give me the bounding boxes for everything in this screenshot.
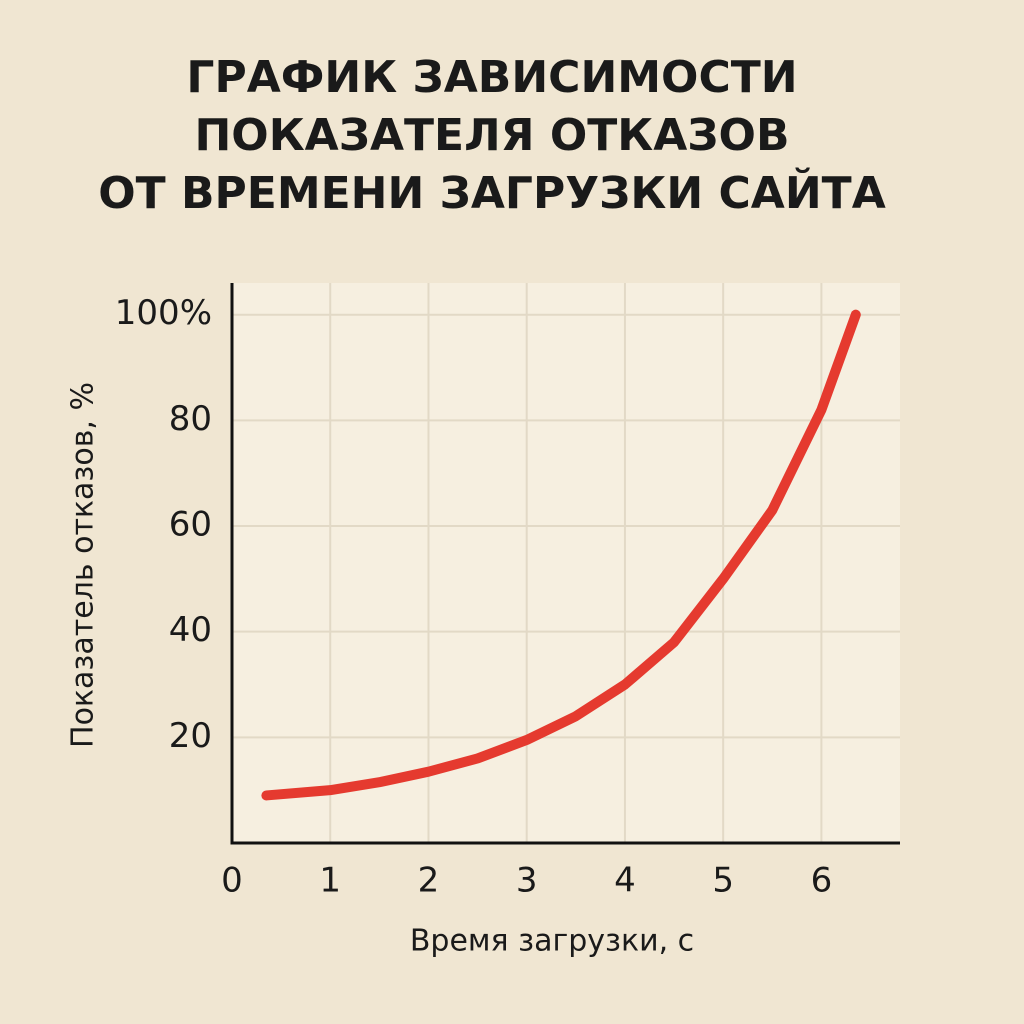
- y-tick-label: 80: [169, 399, 212, 439]
- y-tick-label: 60: [169, 505, 212, 545]
- x-tick-label: 1: [319, 861, 341, 901]
- y-tick-label: 40: [169, 610, 212, 650]
- chart-title: ГРАФИК ЗАВИСИМОСТИ: [186, 52, 797, 103]
- chart-title: ПОКАЗАТЕЛЯ ОТКАЗОВ: [194, 110, 789, 161]
- plot-area: [232, 283, 900, 843]
- chart-title: ОТ ВРЕМЕНИ ЗАГРУЗКИ САЙТА: [98, 166, 886, 219]
- x-tick-label: 2: [418, 861, 440, 901]
- y-tick-label: 20: [169, 716, 212, 756]
- y-axis-label: Показатель отказов, %: [66, 382, 101, 748]
- data-line: [261, 309, 861, 801]
- x-axis-label: Время загрузки, с: [410, 924, 694, 959]
- x-tick-label: 3: [516, 861, 538, 901]
- x-tick-label: 4: [614, 861, 636, 901]
- y-tick-label: 100%: [115, 293, 212, 333]
- x-tick-label: 0: [221, 861, 243, 901]
- x-tick-label: 6: [811, 861, 833, 901]
- x-tick-label: 5: [712, 861, 734, 901]
